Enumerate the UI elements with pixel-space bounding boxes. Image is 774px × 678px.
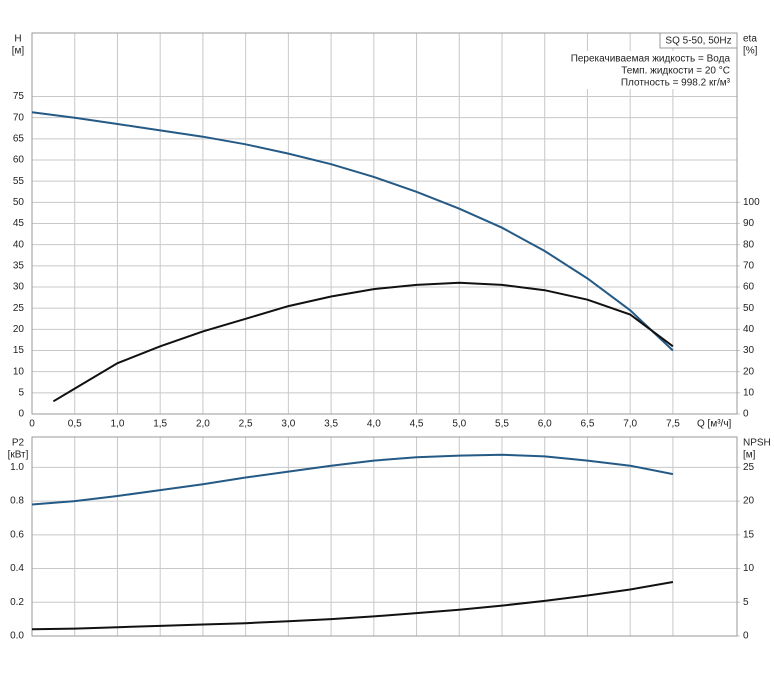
y-tick-label: 0.2 (10, 597, 24, 608)
y-tick-label: 40 (13, 239, 25, 250)
y-tick-label: 0.6 (10, 529, 24, 540)
x-tick-label: 3,5 (324, 419, 338, 430)
y-tick-label: 20 (13, 324, 25, 335)
plot-area (32, 437, 737, 636)
info-box (659, 32, 738, 49)
y-axis-label: P2 (12, 438, 25, 449)
y2-tick-label: 60 (743, 282, 755, 293)
x-tick-label: 7,0 (623, 419, 637, 430)
y-tick-label: 0 (18, 409, 24, 420)
y2-tick-label: 5 (743, 597, 749, 608)
y-tick-label: 70 (13, 112, 25, 123)
y-axis-label: H (14, 34, 21, 45)
notes-bg (560, 51, 735, 89)
y2-tick-label: 20 (743, 496, 755, 507)
curve (31, 581, 674, 631)
x-tick-label: 7,5 (666, 419, 680, 430)
y2-tick-label: 30 (743, 345, 755, 356)
note: Темп. жидкости = 20 °C (621, 66, 730, 77)
y-tick-label: 0.0 (10, 631, 24, 642)
y2-tick-label: 25 (743, 462, 755, 473)
y-tick-label: 35 (13, 260, 25, 271)
y2-tick-label: 10 (743, 563, 755, 574)
y-tick-label: 10 (13, 366, 25, 377)
y2-tick-label: 100 (743, 197, 760, 208)
y2-tick-label: 40 (743, 324, 755, 335)
y-tick-label: 65 (13, 133, 25, 144)
y2-tick-label: 50 (743, 303, 755, 314)
curve (31, 111, 674, 352)
x-tick-label: 6,0 (538, 419, 552, 430)
y2-axis-label: NPSH (743, 438, 771, 449)
info-box-title: SQ 5-50, 50Hz (665, 36, 731, 47)
x-tick-label: 2,0 (196, 419, 210, 430)
y2-axis-unit: [%] (743, 46, 758, 57)
x-tick-label: 4,0 (367, 419, 381, 430)
y2-tick-label: 10 (743, 387, 755, 398)
x-tick-label: 1,0 (111, 419, 125, 430)
x-tick-label: 4,5 (410, 419, 424, 430)
y-tick-label: 5 (18, 387, 24, 398)
plot-frame (31, 436, 738, 637)
y2-tick-label: 0 (743, 409, 749, 420)
note: Плотность = 998.2 кг/м³ (621, 78, 731, 89)
y2-tick-label: 80 (743, 239, 755, 250)
x-tick-label: 1,5 (153, 419, 167, 430)
y-tick-label: 0.8 (10, 496, 24, 507)
x-tick-label: 0,5 (68, 419, 82, 430)
curve (52, 281, 674, 403)
y2-axis-label: eta (743, 34, 757, 45)
y-tick-label: 25 (13, 303, 25, 314)
note: Перекачиваемая жидкость = Вода (571, 54, 731, 65)
curve (31, 453, 674, 506)
y-tick-label: 50 (13, 197, 25, 208)
y-tick-label: 55 (13, 176, 25, 187)
y-tick-label: 1.0 (10, 462, 24, 473)
y-axis-unit: [м] (12, 46, 25, 57)
plot-frame (31, 32, 738, 415)
y2-tick-label: 90 (743, 218, 755, 229)
y-tick-label: 30 (13, 282, 25, 293)
x-tick-label: 6,5 (581, 419, 595, 430)
y-tick-label: 60 (13, 155, 25, 166)
y2-tick-label: 0 (743, 631, 749, 642)
y-tick-label: 75 (13, 91, 25, 102)
y2-tick-label: 70 (743, 260, 755, 271)
y-tick-label: 15 (13, 345, 25, 356)
x-tick-label: 5,0 (452, 419, 466, 430)
y2-tick-label: 15 (743, 529, 755, 540)
y2-tick-label: 20 (743, 366, 755, 377)
y2-axis-unit: [м] (743, 450, 756, 461)
x-tick-label: 3,0 (281, 419, 295, 430)
y-tick-label: 45 (13, 218, 25, 229)
y-axis-unit: [кВт] (8, 450, 29, 461)
x-tick-label: 5,5 (495, 419, 509, 430)
x-axis-label: Q [м³/ч] (697, 419, 732, 430)
y-tick-label: 0.4 (10, 563, 24, 574)
x-tick-label: 0 (29, 419, 35, 430)
x-tick-label: 2,5 (239, 419, 253, 430)
